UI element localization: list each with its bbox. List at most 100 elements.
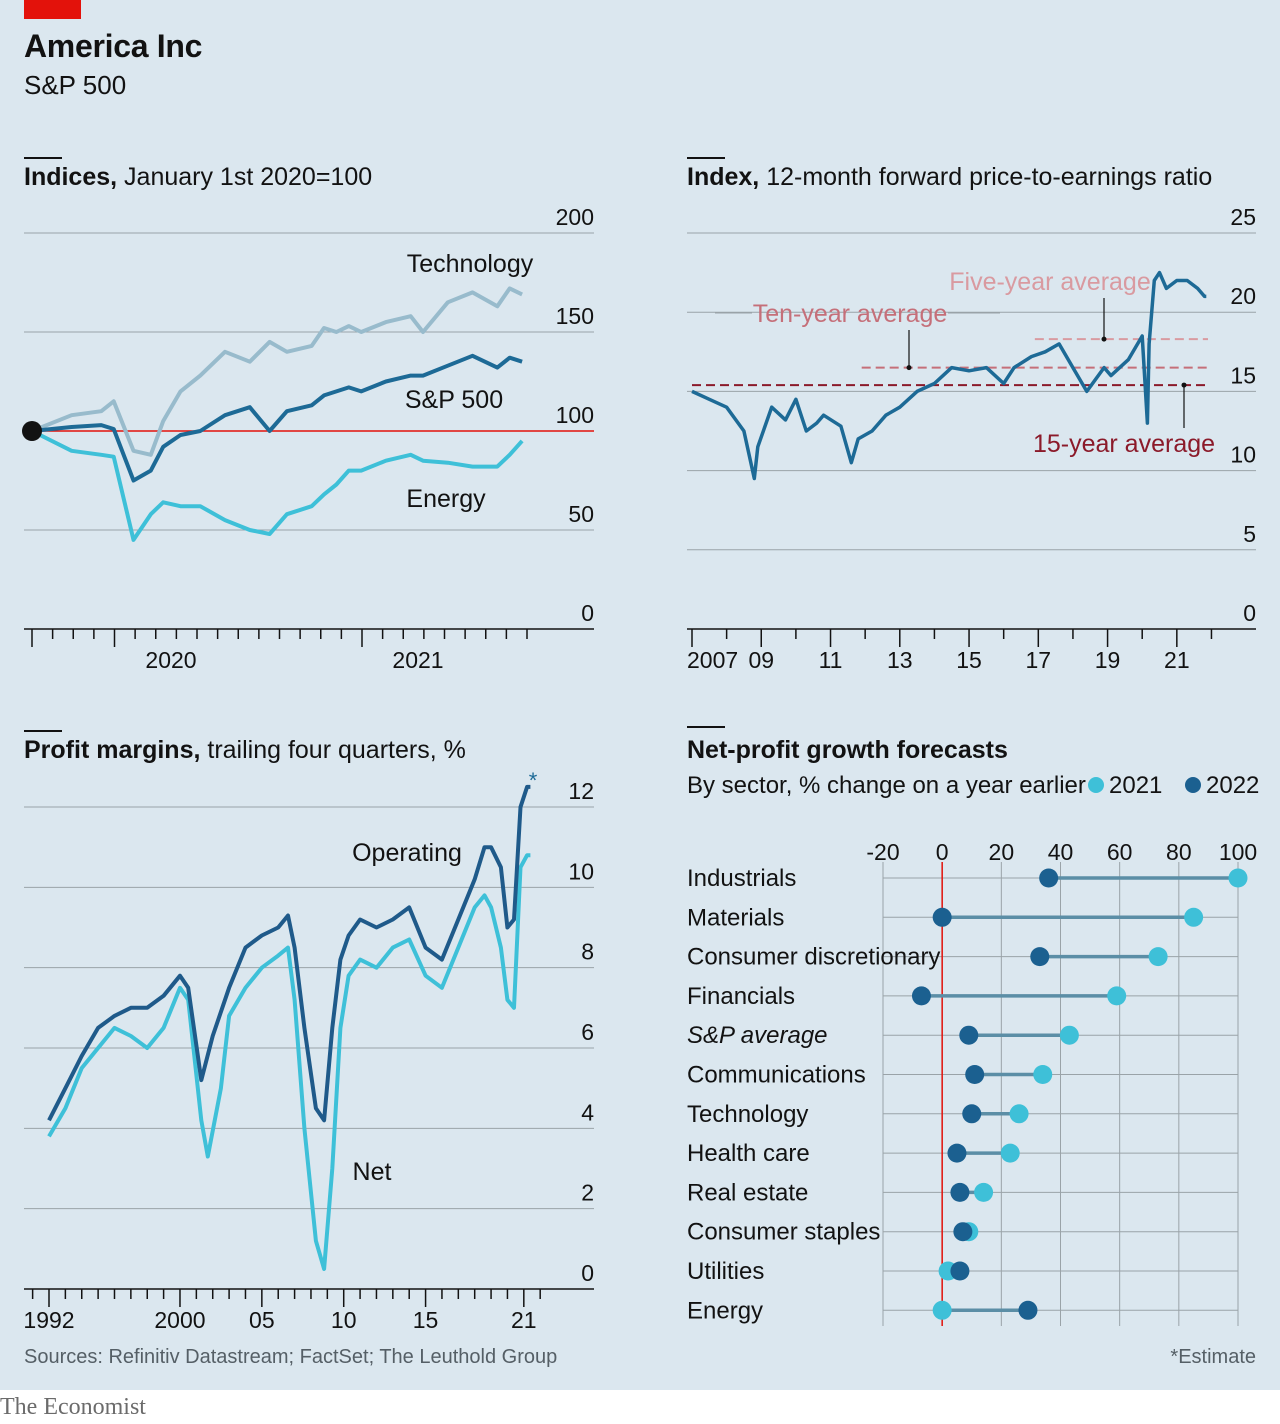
x-tick-label: 40 xyxy=(1048,839,1074,865)
y-tick-label: 0 xyxy=(581,1260,594,1286)
x-tick-label: -20 xyxy=(866,839,899,865)
y-tick-label: 10 xyxy=(1230,442,1256,468)
dot-2022 xyxy=(947,1143,967,1163)
dot-2022 xyxy=(911,986,931,1006)
legend-swatch-2021 xyxy=(1088,777,1104,793)
dot-2021 xyxy=(1184,907,1204,927)
energy-label: Energy xyxy=(406,485,486,513)
y-tick-label: 10 xyxy=(568,858,594,884)
annotation-dot xyxy=(1181,382,1187,388)
y-tick-label: 6 xyxy=(581,1019,594,1045)
legend-label-2021: 2021 xyxy=(1109,772,1162,799)
dot-2021 xyxy=(1107,986,1127,1006)
energy-line xyxy=(31,429,524,542)
estimate-asterisk: * xyxy=(529,768,538,793)
y-tick-label: 5 xyxy=(1243,521,1256,547)
chart-subtitle: 12-month forward price-to-earnings ratio xyxy=(759,163,1212,191)
y-tick-label: 200 xyxy=(556,204,594,230)
chart-title: Profit margins, xyxy=(24,736,200,764)
category-label: Communications xyxy=(687,1062,866,1089)
dot-2021 xyxy=(1009,1104,1029,1124)
ten-year-average-label: Ten-year average xyxy=(753,300,948,328)
dot-2021 xyxy=(974,1182,994,1202)
x-tick-label: 21 xyxy=(511,1307,537,1333)
chart-title: Indices, xyxy=(24,163,117,191)
brand-logo: The Economist xyxy=(0,1394,146,1420)
category-label: Financials xyxy=(687,983,795,1010)
x-tick-label: 09 xyxy=(748,647,774,673)
dot-2022 xyxy=(965,1065,985,1084)
y-tick-label: 100 xyxy=(556,402,594,428)
y-tick-label: 0 xyxy=(581,600,594,626)
chart-subtitle: By sector, % change on a year earlier xyxy=(687,772,1086,799)
x-tick-label: 80 xyxy=(1166,839,1192,865)
technology-line xyxy=(31,286,523,457)
category-label: Health care xyxy=(687,1140,810,1167)
footer-source: Sources: Refinitiv Datastream; FactSet; … xyxy=(24,1346,558,1368)
category-label: Consumer discretionary xyxy=(687,944,940,971)
five-year-average-label: Five-year average xyxy=(949,268,1150,296)
net-label: Net xyxy=(353,1158,392,1186)
x-tick-label: 19 xyxy=(1095,647,1121,673)
dot-2022 xyxy=(950,1261,970,1281)
chart-title: Index, xyxy=(687,163,759,191)
y-tick-label: 25 xyxy=(1230,204,1256,230)
legend-swatch-2022 xyxy=(1185,777,1201,793)
operating-line xyxy=(47,784,531,1123)
dot-2022 xyxy=(962,1104,982,1124)
chart-heading: Index, 12-month forward price-to-earning… xyxy=(687,163,1212,191)
x-tick-label: 0 xyxy=(936,839,949,865)
category-label: Energy xyxy=(687,1297,763,1324)
page-subtitle: S&P 500 xyxy=(24,70,127,100)
chart-heading: Indices, January 1st 2020=100 xyxy=(24,163,372,191)
y-tick-label: 2 xyxy=(581,1180,594,1206)
category-label: Consumer staples xyxy=(687,1219,880,1246)
y-tick-label: 20 xyxy=(1230,283,1256,309)
annotation-dot xyxy=(1101,336,1107,342)
x-tick-label: 2021 xyxy=(392,647,443,673)
chart-title: Net-profit growth forecasts xyxy=(687,736,1008,764)
page-title: America Inc xyxy=(24,28,203,64)
annotation-dot xyxy=(906,365,912,371)
chart-subtitle: trailing four quarters, % xyxy=(200,736,465,764)
x-tick-label: 60 xyxy=(1107,839,1133,865)
y-tick-label: 8 xyxy=(581,939,594,965)
dot-2022 xyxy=(959,1025,979,1045)
x-tick-label: 11 xyxy=(819,647,843,673)
footer-note: *Estimate xyxy=(1170,1346,1256,1368)
y-tick-label: 12 xyxy=(568,778,594,804)
brand-red-tag xyxy=(24,0,81,19)
category-label: Materials xyxy=(687,904,784,931)
y-tick-label: 150 xyxy=(556,303,594,329)
x-tick-label: 15 xyxy=(956,647,982,673)
net-line xyxy=(47,853,531,1271)
x-tick-label: 15 xyxy=(413,1307,439,1333)
chart-panel xyxy=(0,0,1280,1390)
dot-2022 xyxy=(1018,1300,1038,1320)
pe-ratio-line xyxy=(691,270,1207,481)
sp500-label: S&P 500 xyxy=(405,386,503,414)
x-tick-label: 1992 xyxy=(23,1307,74,1333)
x-tick-label: 2007 xyxy=(687,647,738,673)
x-tick-label: 05 xyxy=(249,1307,275,1333)
category-label: Real estate xyxy=(687,1179,808,1206)
y-tick-label: 15 xyxy=(1230,362,1256,388)
dot-2021 xyxy=(1000,1143,1020,1163)
dot-2021 xyxy=(1228,868,1248,888)
start-point xyxy=(22,421,42,441)
x-tick-label: 10 xyxy=(331,1307,357,1333)
x-tick-label: 2020 xyxy=(145,647,196,673)
chart-subtitle: January 1st 2020=100 xyxy=(117,163,372,191)
x-tick-label: 2000 xyxy=(154,1307,205,1333)
fifteen-year-average-label: 15-year average xyxy=(1033,430,1215,458)
x-tick-label: 17 xyxy=(1026,647,1052,673)
sp500-line xyxy=(31,353,523,483)
category-label: Utilities xyxy=(687,1258,764,1285)
technology-label: Technology xyxy=(407,250,534,278)
x-tick-label: 20 xyxy=(989,839,1015,865)
dot-2021 xyxy=(932,1300,952,1320)
x-tick-label: 13 xyxy=(887,647,913,673)
legend-label-2022: 2022 xyxy=(1206,772,1259,799)
operating-label: Operating xyxy=(352,839,462,867)
dot-2021 xyxy=(1059,1025,1079,1045)
